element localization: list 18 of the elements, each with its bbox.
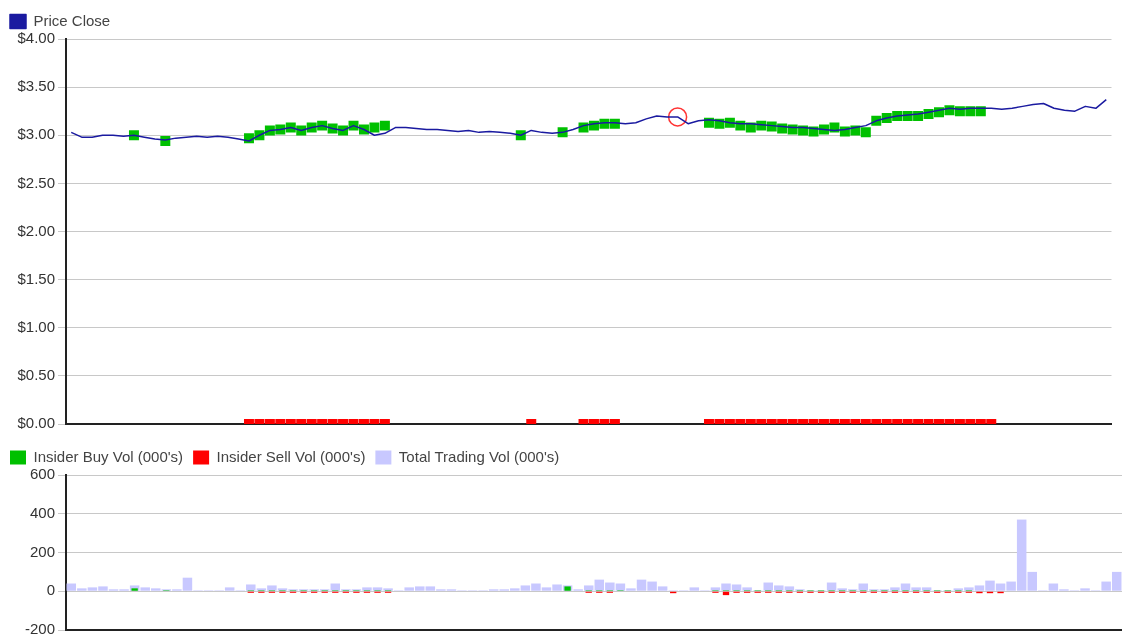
y-tick-label: $3.00 [17,125,55,143]
y-tick-label: 0 [46,581,55,599]
y-tick-label: $2.00 [17,221,55,239]
y-tick-label: 200 [29,542,55,560]
y-tick-label: $0.50 [17,366,55,384]
y-tick-label: $0.00 [17,414,55,432]
legend-label: Total Trading Vol (000's) [398,447,560,465]
legend-label: Insider Buy Vol (000's) [33,447,184,465]
y-tick-label: $2.50 [17,173,55,191]
legend-label: Insider Sell Vol (000's) [216,447,366,465]
y-tick-label: -200 [24,620,55,638]
y-tick-label: 400 [29,503,55,521]
y-tick-label: $4.00 [17,29,55,47]
y-tick-label: $1.00 [17,317,55,335]
y-tick-label: 600 [29,465,55,483]
y-tick-label: $3.50 [17,77,55,95]
y-tick-label: $1.50 [17,269,55,287]
legend-label: Price Close [33,11,111,29]
